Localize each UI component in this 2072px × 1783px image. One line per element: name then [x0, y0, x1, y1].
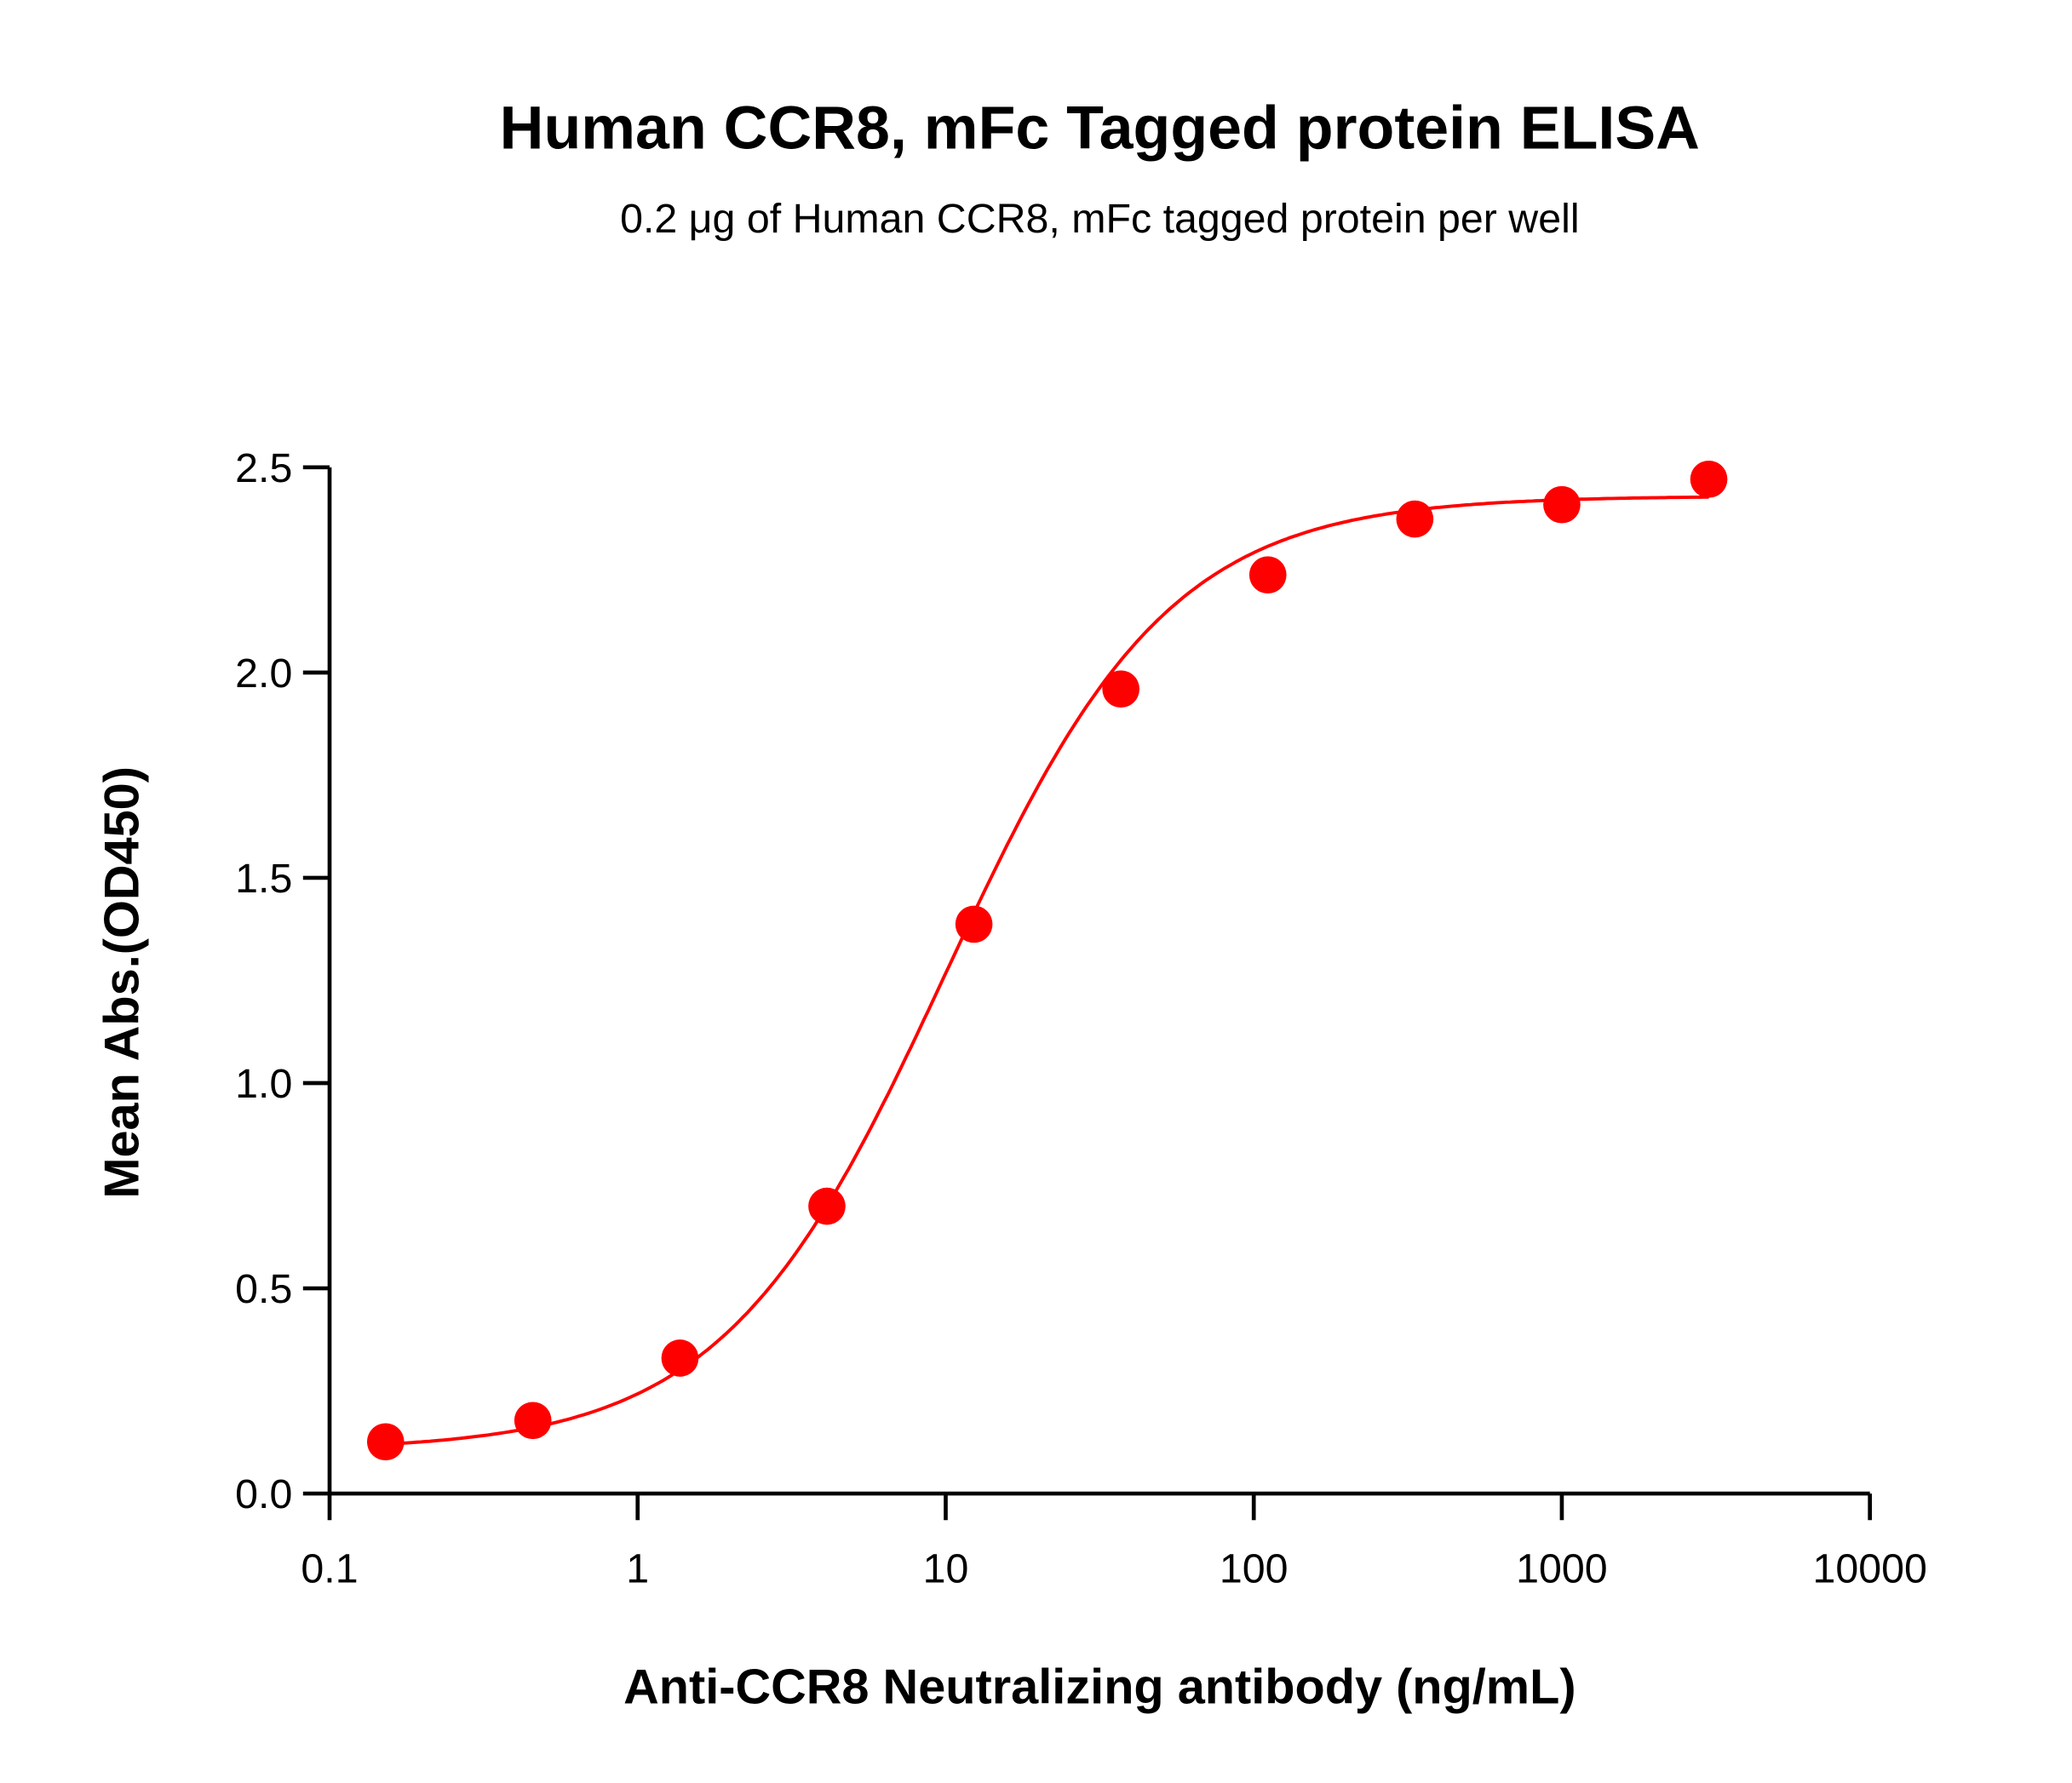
x-axis-label: Anti-CCR8 Neutralizing antibody (ng/mL) — [623, 1660, 1576, 1714]
data-point — [514, 1402, 552, 1440]
data-point — [1102, 670, 1140, 708]
fit-curve — [385, 495, 1709, 1447]
x-tick-label: 10 — [923, 1546, 969, 1592]
data-point — [1543, 485, 1581, 524]
chart-title: Human CCR8, mFc Tagged protein ELISA — [500, 95, 1700, 163]
data-point — [808, 1187, 846, 1225]
x-tick-label: 10000 — [1812, 1546, 1926, 1592]
data-point — [661, 1339, 699, 1377]
y-tick-label: 1.0 — [235, 1061, 292, 1107]
y-tick-label: 0.5 — [235, 1266, 292, 1312]
x-tick-label: 1000 — [1516, 1546, 1608, 1592]
data-point — [955, 905, 993, 943]
chart-subtitle: 0.2 μg of Human CCR8, mFc tagged protein… — [620, 196, 1580, 242]
y-tick-label: 1.5 — [235, 856, 292, 902]
data-points — [366, 460, 1728, 1461]
y-tick-label: 2.5 — [235, 445, 292, 491]
data-point — [1248, 556, 1287, 593]
x-tick-label: 100 — [1220, 1546, 1289, 1592]
y-tick-label: 2.0 — [235, 651, 292, 697]
data-point — [1396, 500, 1434, 538]
y-axis-label: Mean Abs.(OD450) — [95, 766, 149, 1199]
x-tick-label: 1 — [626, 1546, 649, 1592]
y-tick-label: 0.0 — [235, 1471, 292, 1517]
fit-curve-layer — [385, 495, 1709, 1447]
x-tick-label: 0.1 — [301, 1546, 358, 1592]
data-point — [366, 1423, 405, 1461]
data-point — [1690, 460, 1728, 498]
axes: 0.1 1 10 100 1000 10000 0.0 0.5 1.0 1.5 2.0 2.5 — [235, 445, 1927, 1592]
